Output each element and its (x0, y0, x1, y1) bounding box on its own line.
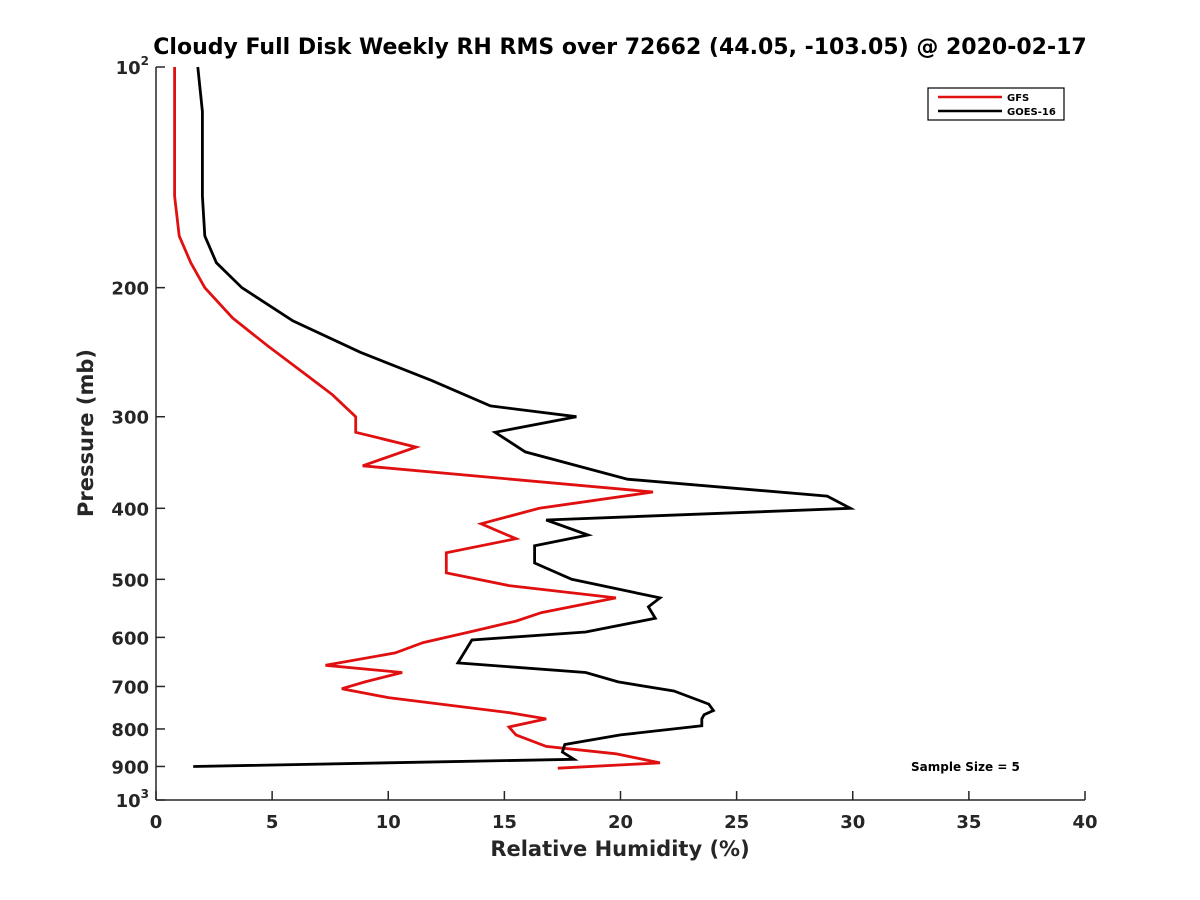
x-tick-label: 0 (150, 812, 163, 833)
y-tick-label: 800 (111, 720, 149, 741)
y-tick-label: 900 (111, 757, 149, 778)
chart-title: Cloudy Full Disk Weekly RH RMS over 7266… (153, 35, 1086, 60)
x-tick-label: 10 (376, 812, 401, 833)
x-tick-label: 40 (1072, 812, 1097, 833)
legend-box (927, 87, 1065, 121)
axes-background (156, 67, 1085, 800)
x-tick-label: 25 (724, 812, 749, 833)
x-tick-label: 20 (608, 812, 633, 833)
x-tick-label: 30 (840, 812, 865, 833)
legend-label-gfs: GFS (1007, 93, 1029, 104)
x-tick-label: 15 (492, 812, 517, 833)
y-tick-label: 700 (111, 677, 149, 698)
legend: GFS GOES-16 (927, 87, 1065, 121)
y-tick-label: 300 (111, 408, 149, 429)
series-line-goes-16 (193, 66, 856, 768)
sample-size-annotation: Sample Size = 5 (911, 760, 1020, 774)
y-tick-label: 200 (111, 279, 149, 300)
plot-area (156, 67, 1085, 800)
x-tick-label: 5 (266, 812, 279, 833)
y-tick-label: 600 (111, 628, 149, 649)
series-layer (173, 66, 856, 770)
x-tick-label: 35 (956, 812, 981, 833)
x-ticks: 0 5 10 15 20 25 30 35 40 (150, 791, 1098, 833)
series-line-gfs (173, 67, 661, 770)
x-axis-label: Relative Humidity (%) (490, 837, 749, 861)
y-tick-label: 400 (111, 499, 149, 520)
y-tick-label: 500 (111, 570, 149, 591)
y-axis-label: Pressure (mb) (74, 349, 98, 517)
legend-label-goes16: GOES-16 (1007, 107, 1056, 118)
